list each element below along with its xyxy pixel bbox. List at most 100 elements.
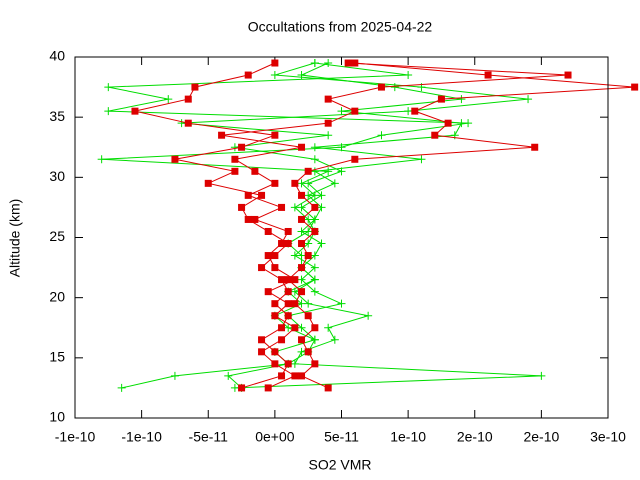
point (271, 59, 279, 67)
point (324, 95, 332, 103)
point (631, 83, 639, 91)
point (244, 191, 252, 199)
point (310, 287, 319, 296)
point (284, 276, 292, 284)
point (298, 372, 306, 380)
point (271, 264, 279, 272)
point (238, 384, 246, 392)
point (324, 131, 333, 140)
point (297, 323, 306, 332)
point (117, 383, 126, 392)
point (258, 336, 266, 344)
point (184, 95, 192, 103)
y-tick-label: 10 (49, 409, 65, 425)
point (330, 335, 339, 344)
point (184, 119, 192, 127)
point (291, 372, 299, 380)
profile-line (221, 62, 569, 389)
point (324, 167, 333, 176)
point (524, 95, 533, 104)
point (310, 215, 319, 224)
point (271, 252, 279, 260)
point (310, 155, 319, 164)
point (264, 288, 272, 296)
point (224, 371, 233, 380)
point (204, 179, 212, 187)
point (417, 155, 426, 164)
point (298, 240, 306, 248)
profile-line (181, 62, 529, 389)
point (251, 215, 259, 223)
y-axis-label: Altitude (km) (7, 199, 23, 278)
point (298, 215, 306, 223)
point (310, 263, 319, 272)
point (271, 312, 279, 320)
point (431, 131, 439, 139)
point (298, 143, 306, 151)
y-tick-label: 40 (49, 48, 65, 64)
point (297, 251, 306, 260)
point (317, 239, 326, 248)
point (377, 131, 386, 140)
point (317, 203, 326, 212)
y-tick-label: 35 (49, 108, 65, 124)
point (238, 203, 246, 211)
point (284, 227, 292, 235)
point (298, 336, 306, 344)
point (311, 227, 319, 235)
point (310, 275, 319, 284)
point (444, 119, 452, 127)
point (324, 323, 333, 332)
point (337, 299, 346, 308)
point (231, 155, 239, 163)
point (337, 107, 346, 116)
point (330, 179, 339, 188)
point (291, 179, 299, 187)
point (304, 348, 312, 356)
point (298, 264, 306, 272)
point (317, 191, 326, 200)
y-tick-label: 25 (49, 228, 65, 244)
point (284, 312, 292, 320)
point (271, 360, 279, 368)
point (364, 311, 373, 320)
point (311, 360, 319, 368)
point (278, 336, 286, 344)
point (298, 288, 306, 296)
point (297, 299, 306, 308)
point (171, 155, 179, 163)
point (131, 107, 139, 115)
point (264, 384, 272, 392)
point (271, 179, 279, 187)
y-tick-label: 30 (49, 168, 65, 184)
point (291, 300, 299, 308)
point (457, 95, 466, 104)
x-tick-label: 5e-11 (324, 429, 359, 445)
point (170, 371, 179, 380)
point (177, 119, 186, 128)
profile-line (287, 62, 635, 389)
point (310, 335, 319, 344)
x-tick-label: -1e-10 (55, 429, 96, 445)
x-tick-label: 1e-10 (390, 429, 426, 445)
point (310, 59, 319, 68)
point (404, 71, 413, 80)
point (270, 71, 279, 80)
point (297, 275, 306, 284)
point (411, 107, 419, 115)
point (310, 143, 319, 152)
plot-frame (74, 56, 609, 419)
point (244, 215, 252, 223)
point (304, 252, 312, 260)
point (104, 83, 113, 92)
x-tick-label: -5e-11 (189, 429, 229, 445)
y-tick-label: 20 (49, 288, 65, 304)
point (278, 324, 286, 332)
x-axis-label: SO2 VMR (308, 457, 371, 473)
y-tick-label: 15 (49, 349, 65, 365)
point (531, 143, 539, 151)
point (297, 203, 306, 212)
point (291, 276, 299, 284)
x-tick-label: -1e-10 (121, 429, 162, 445)
